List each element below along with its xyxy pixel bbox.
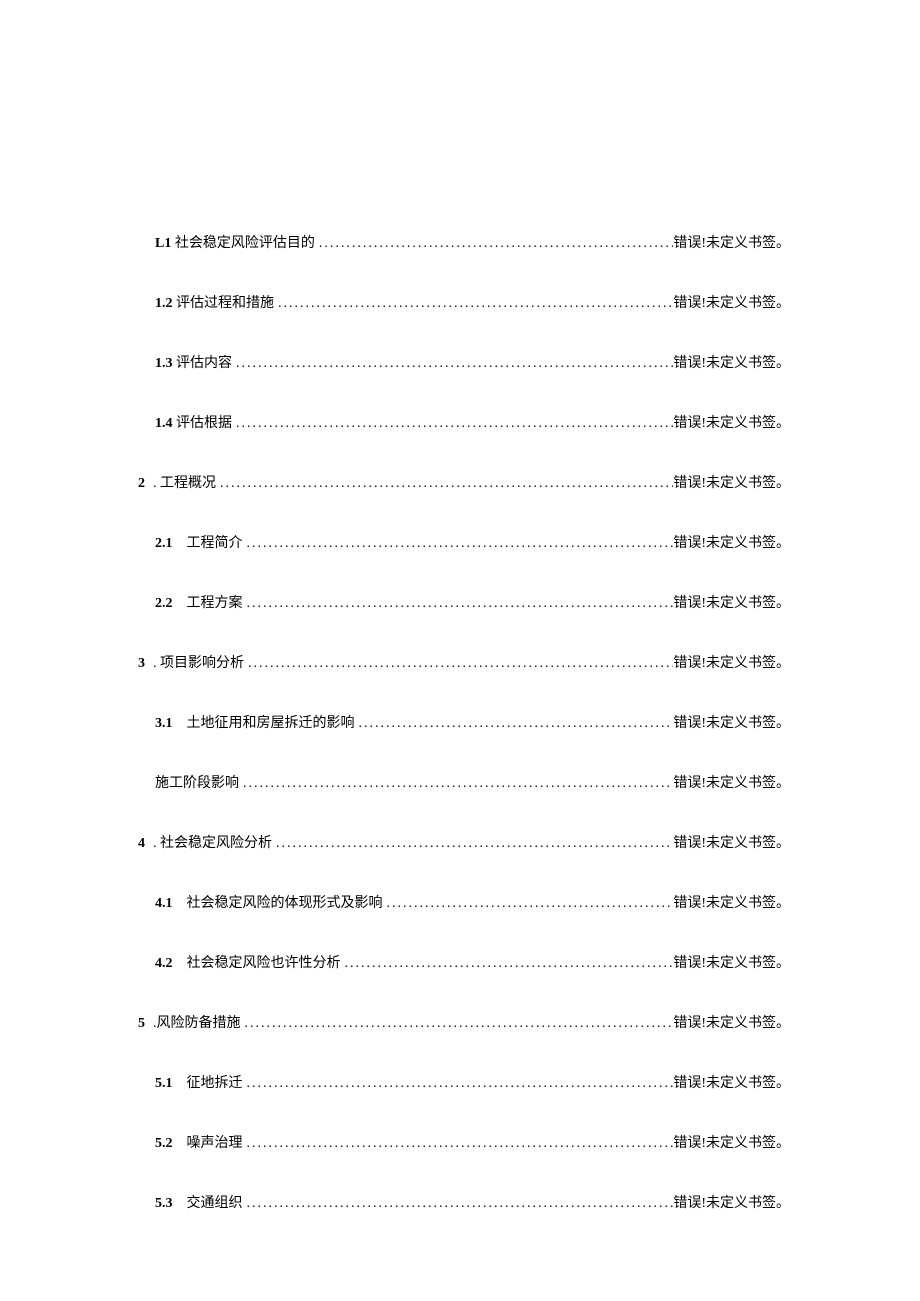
toc-entry: 1.4 评估根据 错误!未定义书签。 <box>125 412 790 432</box>
toc-entry: 2.1 工程简介 错误!未定义书签。 <box>125 532 790 552</box>
toc-label: 工程简介 <box>187 532 243 552</box>
toc-entry: L1 社会稳定风险评估目的 错误!未定义书签。 <box>125 232 790 252</box>
toc-entry: 4.1 社会稳定风险的体现形式及影响 错误!未定义书签。 <box>125 892 790 912</box>
toc-entry: 5 .风险防备措施 错误!未定义书签。 <box>125 1012 790 1032</box>
toc-label: 征地拆迁 <box>187 1072 243 1092</box>
toc-page-ref: 错误!未定义书签。 <box>673 412 790 432</box>
toc-chapter-number: 5 <box>125 1016 145 1032</box>
toc-label: . 社会稳定风险分析 <box>153 832 272 852</box>
toc-leader-dots <box>272 836 673 852</box>
toc-page-ref: 错误!未定义书签。 <box>673 772 790 792</box>
toc-page-ref: 错误!未定义书签。 <box>673 232 790 252</box>
toc-leader-dots <box>243 1136 674 1152</box>
toc-page-ref: 错误!未定义书签。 <box>673 592 790 612</box>
toc-page-ref: 错误!未定义书签。 <box>673 472 790 492</box>
toc-leader-dots <box>355 716 674 732</box>
toc-section-number: 4.2 <box>155 956 173 972</box>
toc-leader-dots <box>244 656 673 672</box>
toc-page-ref: 错误!未定义书签。 <box>673 652 790 672</box>
toc-section-number: 2.1 <box>155 536 173 552</box>
toc-label: . 项目影响分析 <box>153 652 244 672</box>
toc-label: .风险防备措施 <box>153 1012 241 1032</box>
toc-label: 社会稳定风险的体现形式及影响 <box>187 892 383 912</box>
toc-leader-dots <box>241 1016 674 1032</box>
toc-page-ref: 错误!未定义书签。 <box>673 1072 790 1092</box>
toc-leader-dots <box>216 476 673 492</box>
toc-label: 1.3 评估内容 <box>155 352 232 372</box>
toc-label: 社会稳定风险也许性分析 <box>187 952 341 972</box>
toc-leader-dots <box>232 356 673 372</box>
toc-label: 工程方案 <box>187 592 243 612</box>
toc-entry: 1.3 评估内容 错误!未定义书签。 <box>125 352 790 372</box>
toc-entry: 3 . 项目影响分析 错误!未定义书签。 <box>125 652 790 672</box>
toc-leader-dots <box>243 1196 674 1212</box>
toc-leader-dots <box>315 236 673 252</box>
toc-page-ref: 错误!未定义书签。 <box>673 1012 790 1032</box>
toc-entry: 施工阶段影响 错误!未定义书签。 <box>125 772 790 792</box>
toc-page-ref: 错误!未定义书签。 <box>673 1192 790 1212</box>
toc-page-ref: 错误!未定义书签。 <box>673 952 790 972</box>
toc-section-number: 2.2 <box>155 596 173 612</box>
toc-entry: 4 . 社会稳定风险分析 错误!未定义书签。 <box>125 832 790 852</box>
toc-entry: 2 . 工程概况 错误!未定义书签。 <box>125 472 790 492</box>
toc-section-number: 5.1 <box>155 1076 173 1092</box>
toc-leader-dots <box>341 956 674 972</box>
toc-entry: 5.1 征地拆迁 错误!未定义书签。 <box>125 1072 790 1092</box>
toc-label: 噪声治理 <box>187 1132 243 1152</box>
toc-entry: 2.2 工程方案 错误!未定义书签。 <box>125 592 790 612</box>
toc-label: 1.4 评估根据 <box>155 412 232 432</box>
toc-label: 交通组织 <box>187 1192 243 1212</box>
toc-leader-dots <box>243 536 674 552</box>
toc-entry: 5.2 噪声治理 错误!未定义书签。 <box>125 1132 790 1152</box>
toc-section-number: 5.3 <box>155 1196 173 1212</box>
toc-entry: 3.1 土地征用和房屋拆迁的影响 错误!未定义书签。 <box>125 712 790 732</box>
toc-page-ref: 错误!未定义书签。 <box>673 352 790 372</box>
toc-page-ref: 错误!未定义书签。 <box>673 832 790 852</box>
toc-leader-dots <box>274 296 673 312</box>
toc-section-number: 3.1 <box>155 716 173 732</box>
toc-leader-dots <box>383 896 674 912</box>
toc-chapter-number: 2 <box>125 476 145 492</box>
toc-section-number: 4.1 <box>155 896 173 912</box>
toc-entry: 1.2 评估过程和措施 错误!未定义书签。 <box>125 292 790 312</box>
toc-label: . 工程概况 <box>153 472 216 492</box>
toc-page-ref: 错误!未定义书签。 <box>673 1132 790 1152</box>
toc-section-number: 5.2 <box>155 1136 173 1152</box>
toc-leader-dots <box>243 1076 674 1092</box>
toc-page-ref: 错误!未定义书签。 <box>673 712 790 732</box>
toc-page-ref: 错误!未定义书签。 <box>673 292 790 312</box>
toc-page: L1 社会稳定风险评估目的错误!未定义书签。1.2 评估过程和措施错误!未定义书… <box>0 0 920 1212</box>
toc-page-ref: 错误!未定义书签。 <box>673 892 790 912</box>
toc-label: 施工阶段影响 <box>155 772 239 792</box>
toc-chapter-number: 3 <box>125 656 145 672</box>
toc-leader-dots <box>232 416 673 432</box>
toc-chapter-number: 4 <box>125 836 145 852</box>
toc-label: 土地征用和房屋拆迁的影响 <box>187 712 355 732</box>
toc-leader-dots <box>243 596 674 612</box>
toc-label: L1 社会稳定风险评估目的 <box>155 232 315 252</box>
toc-label: 1.2 评估过程和措施 <box>155 292 274 312</box>
toc-leader-dots <box>239 776 673 792</box>
toc-page-ref: 错误!未定义书签。 <box>673 532 790 552</box>
toc-entry: 4.2 社会稳定风险也许性分析 错误!未定义书签。 <box>125 952 790 972</box>
toc-entry: 5.3 交通组织 错误!未定义书签。 <box>125 1192 790 1212</box>
